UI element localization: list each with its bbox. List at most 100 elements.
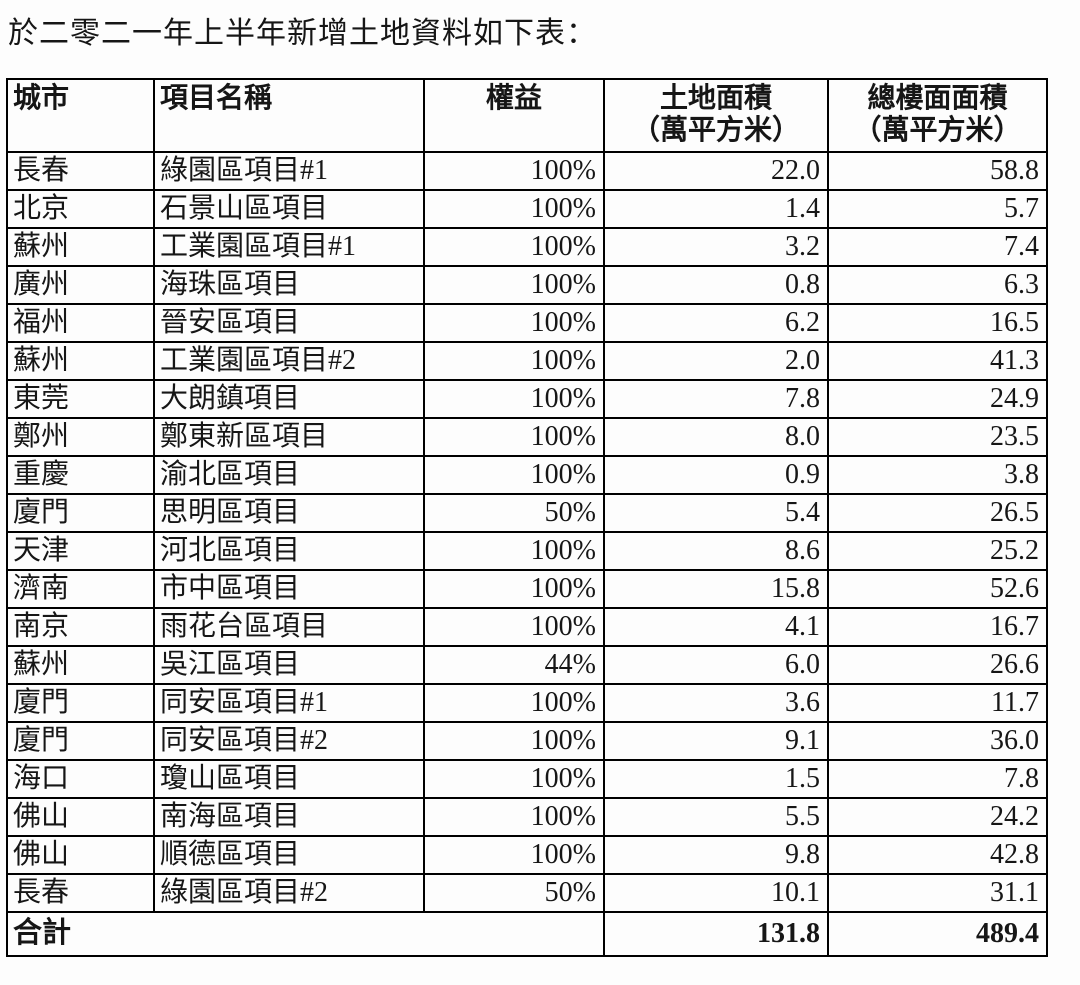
header-gfa-line2: （萬平方米） <box>853 115 1022 147</box>
cell-city: 海口 <box>6 759 155 799</box>
cell-interest: 100% <box>423 531 605 571</box>
cell-gfa: 23.5 <box>827 417 1048 457</box>
cell-interest: 100% <box>423 455 605 495</box>
table-row: 長春 綠園區項目#2 50% 10.1 31.1 <box>6 873 1048 913</box>
table-row: 東莞 大朗鎮項目 100% 7.8 24.9 <box>6 379 1048 419</box>
cell-city: 蘇州 <box>6 341 155 381</box>
cell-interest: 44% <box>423 645 605 685</box>
cell-city: 南京 <box>6 607 155 647</box>
cell-gfa: 52.6 <box>827 569 1048 609</box>
cell-land-area: 0.8 <box>603 265 829 305</box>
header-row: 城市 項目名稱 權益 土地面積 （萬平方米） 總樓面面積 （萬平方米） <box>6 78 1048 153</box>
cell-interest: 100% <box>423 835 605 875</box>
cell-project-name: 順德區項目 <box>153 835 425 875</box>
cell-city: 佛山 <box>6 835 155 875</box>
cell-gfa: 41.3 <box>827 341 1048 381</box>
cell-land-area: 3.2 <box>603 227 829 267</box>
cell-project-name: 晉安區項目 <box>153 303 425 343</box>
cell-land-area: 7.8 <box>603 379 829 419</box>
cell-project-name: 綠園區項目#2 <box>153 873 425 913</box>
cell-gfa: 16.7 <box>827 607 1048 647</box>
cell-project-name: 市中區項目 <box>153 569 425 609</box>
header-land-area-line2: （萬平方米） <box>631 115 800 147</box>
cell-gfa: 36.0 <box>827 721 1048 761</box>
cell-project-name: 雨花台區項目 <box>153 607 425 647</box>
cell-land-area: 8.0 <box>603 417 829 457</box>
table-row: 廈門 同安區項目#1 100% 3.6 11.7 <box>6 683 1048 723</box>
cell-gfa: 7.8 <box>827 759 1048 799</box>
cell-city: 北京 <box>6 189 155 229</box>
table-row: 長春 綠園區項目#1 100% 22.0 58.8 <box>6 151 1048 191</box>
cell-land-area: 1.4 <box>603 189 829 229</box>
header-gfa-line1: 總樓面面積 <box>867 83 1008 114</box>
cell-project-name: 工業園區項目#2 <box>153 341 425 381</box>
cell-city: 福州 <box>6 303 155 343</box>
header-land-area-line1: 土地面積 <box>659 83 772 114</box>
total-gfa: 489.4 <box>827 911 1048 957</box>
cell-city: 天津 <box>6 531 155 571</box>
total-label: 合計 <box>6 911 605 957</box>
cell-city: 佛山 <box>6 797 155 837</box>
page-title: 於二零二一年上半年新增土地資料如下表： <box>8 17 597 50</box>
cell-land-area: 10.1 <box>603 873 829 913</box>
cell-gfa: 24.9 <box>827 379 1048 419</box>
cell-city: 鄭州 <box>6 417 155 457</box>
cell-land-area: 15.8 <box>603 569 829 609</box>
cell-project-name: 南海區項目 <box>153 797 425 837</box>
cell-interest: 100% <box>423 151 605 191</box>
cell-land-area: 5.4 <box>603 493 829 533</box>
header-land-area: 土地面積 （萬平方米） <box>603 78 829 153</box>
cell-land-area: 2.0 <box>603 341 829 381</box>
cell-project-name: 瓊山區項目 <box>153 759 425 799</box>
cell-gfa: 16.5 <box>827 303 1048 343</box>
cell-land-area: 1.5 <box>603 759 829 799</box>
table-row: 重慶 渝北區項目 100% 0.9 3.8 <box>6 455 1048 495</box>
cell-city: 廈門 <box>6 493 155 533</box>
cell-gfa: 25.2 <box>827 531 1048 571</box>
cell-project-name: 同安區項目#1 <box>153 683 425 723</box>
cell-project-name: 吳江區項目 <box>153 645 425 685</box>
cell-city: 長春 <box>6 873 155 913</box>
cell-gfa: 11.7 <box>827 683 1048 723</box>
cell-interest: 100% <box>423 303 605 343</box>
cell-city: 重慶 <box>6 455 155 495</box>
table-row: 佛山 順德區項目 100% 9.8 42.8 <box>6 835 1048 875</box>
cell-gfa: 5.7 <box>827 189 1048 229</box>
cell-interest: 100% <box>423 721 605 761</box>
cell-project-name: 渝北區項目 <box>153 455 425 495</box>
table-row: 蘇州 工業園區項目#2 100% 2.0 41.3 <box>6 341 1048 381</box>
cell-interest: 100% <box>423 759 605 799</box>
cell-project-name: 石景山區項目 <box>153 189 425 229</box>
cell-land-area: 6.2 <box>603 303 829 343</box>
cell-interest: 100% <box>423 341 605 381</box>
cell-land-area: 8.6 <box>603 531 829 571</box>
cell-land-area: 9.1 <box>603 721 829 761</box>
cell-gfa: 26.6 <box>827 645 1048 685</box>
cell-gfa: 7.4 <box>827 227 1048 267</box>
table-row: 南京 雨花台區項目 100% 4.1 16.7 <box>6 607 1048 647</box>
cell-interest: 100% <box>423 683 605 723</box>
cell-interest: 100% <box>423 417 605 457</box>
table-row: 廣州 海珠區項目 100% 0.8 6.3 <box>6 265 1048 305</box>
land-data-table: 城市 項目名稱 權益 土地面積 （萬平方米） 總樓面面積 （萬平方米） 長春 綠園… <box>6 78 1048 957</box>
table-row: 蘇州 工業園區項目#1 100% 3.2 7.4 <box>6 227 1048 267</box>
cell-project-name: 鄭東新區項目 <box>153 417 425 457</box>
table-row: 鄭州 鄭東新區項目 100% 8.0 23.5 <box>6 417 1048 457</box>
header-project-name: 項目名稱 <box>153 78 425 153</box>
cell-interest: 100% <box>423 797 605 837</box>
table-row: 蘇州 吳江區項目 44% 6.0 26.6 <box>6 645 1048 685</box>
table-row: 廈門 思明區項目 50% 5.4 26.5 <box>6 493 1048 533</box>
table-row: 海口 瓊山區項目 100% 1.5 7.8 <box>6 759 1048 799</box>
total-row: 合計 131.8 489.4 <box>6 911 1048 957</box>
table-row: 佛山 南海區項目 100% 5.5 24.2 <box>6 797 1048 837</box>
cell-gfa: 31.1 <box>827 873 1048 913</box>
cell-land-area: 6.0 <box>603 645 829 685</box>
cell-project-name: 海珠區項目 <box>153 265 425 305</box>
cell-land-area: 22.0 <box>603 151 829 191</box>
cell-city: 廣州 <box>6 265 155 305</box>
cell-land-area: 5.5 <box>603 797 829 837</box>
cell-project-name: 綠園區項目#1 <box>153 151 425 191</box>
cell-interest: 100% <box>423 379 605 419</box>
table-row: 濟南 市中區項目 100% 15.8 52.6 <box>6 569 1048 609</box>
cell-city: 濟南 <box>6 569 155 609</box>
